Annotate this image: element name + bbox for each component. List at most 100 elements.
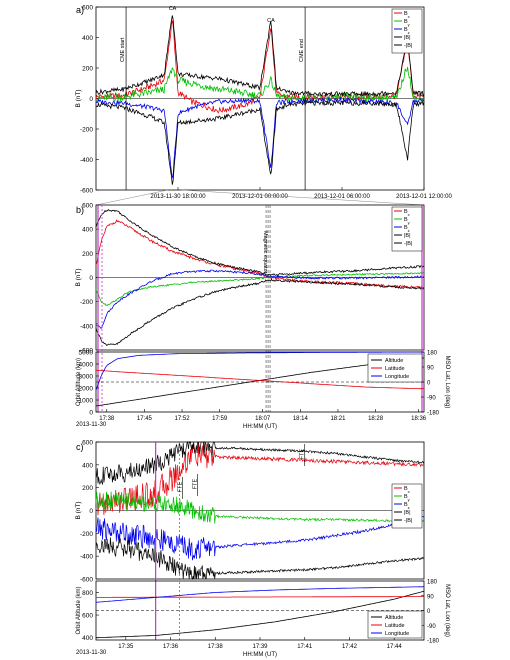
panel-a-legend-sub: y xyxy=(408,22,410,27)
panel-b-legend-entry: -|B| xyxy=(404,241,412,247)
panel-b-xtick-label: 18:36 xyxy=(411,416,427,422)
panel-c-orbit-legend-entry: Latitude xyxy=(385,623,405,629)
panel-a-ylabel: B (nT) xyxy=(75,89,82,107)
panel-c-ytick-label: 200 xyxy=(82,485,93,492)
panel-c-series-Bx xyxy=(95,441,424,516)
panel-b-orbit-legend-entry: Longitude xyxy=(385,374,409,380)
panel-c-orbit-ytick-right-label: -180 xyxy=(427,639,440,645)
panel-b-orbit-ytick-label: 4000 xyxy=(79,362,94,369)
panel-a-legend-sub: x xyxy=(408,14,410,19)
panel-b-orbit-ytick-label: 3000 xyxy=(79,374,94,381)
panel-a-series-abs-Babs- xyxy=(95,15,425,98)
panel-b-ytick-label: 600 xyxy=(82,203,93,210)
panel-b-legend-sub: y xyxy=(408,220,410,225)
panel-a-legend-entry: |B| xyxy=(404,35,411,41)
panel-c-orbit-ytick-right-label: 90 xyxy=(427,594,434,600)
panel-b-legend-entry: Bx xyxy=(404,209,410,217)
panel-b-orbit-ytick-right-label: -180 xyxy=(427,411,440,417)
panel-b-orbit-ytick-label: 1000 xyxy=(79,398,94,405)
panel-b-series-abs-Babs- xyxy=(95,208,425,277)
panel-a-event-label: CME start xyxy=(120,37,126,62)
panel-b-xtick-label: 18:07 xyxy=(255,416,271,422)
panel-c-ytick-label: -400 xyxy=(80,554,93,561)
panel-c-orbit-series-longitude xyxy=(95,586,425,603)
panel-c-legend-entry: -|B| xyxy=(404,518,412,524)
panel-b-xtick-label: 17:59 xyxy=(212,416,228,422)
panel-c-series-Bz xyxy=(95,515,425,561)
panel-b-orbit-ylabel-right: MSO Lat, Lon (deg) xyxy=(444,356,450,409)
panel-c-legend-entry: By xyxy=(404,494,410,502)
panel-b-ytick-label: 0 xyxy=(89,275,93,282)
panel-b-orbit-ytick-right-label: 0 xyxy=(427,381,431,387)
panel-b-label: b) xyxy=(76,205,84,215)
panel-b-legend-entry: |B| xyxy=(404,233,411,239)
panel-b-legend-entry: Bz xyxy=(404,225,410,233)
panel-b-ytick-label: -400 xyxy=(80,323,93,330)
panel-c-date-label: 2013-11-30 xyxy=(76,650,107,656)
panel-c-xtick-label: 17:42 xyxy=(342,644,358,650)
panel-c-xtick-label: 17:41 xyxy=(297,644,313,650)
panel-b-orbit-ytick-label: 5000 xyxy=(79,350,94,357)
panel-a-legend-entry: Bx xyxy=(404,11,410,19)
panel-b-xtick-label: 17:38 xyxy=(99,416,115,422)
panel-c-fte-label: FTE xyxy=(300,448,306,459)
panel-a-ytick-label: 200 xyxy=(82,66,93,73)
panel-c-series--abs-Babs- xyxy=(95,537,425,581)
panel-c-ytick-label: -200 xyxy=(80,531,93,538)
panel-b-ytick-label: 400 xyxy=(82,227,93,234)
panel-a-ytick-label: 600 xyxy=(82,5,93,12)
panel-b-series-By xyxy=(95,272,425,306)
panel-c-orbit-ytick-right-label: -90 xyxy=(427,624,436,630)
panel-c-legend-sub: x xyxy=(408,489,410,494)
panel-c-fte-label: FTE xyxy=(192,478,198,489)
panel-b-ytick-label: -200 xyxy=(80,299,93,306)
panel-c-label: c) xyxy=(76,442,84,452)
panel-a-legend-entry: -|B| xyxy=(404,43,412,49)
panel-b-orbit-ytick-right-label: 90 xyxy=(427,366,434,372)
panel-b-orbit-ytick-label: 0 xyxy=(89,410,93,417)
panel-b-legend xyxy=(391,206,423,252)
panel-b-orbit-legend-entry: Latitude xyxy=(385,366,405,372)
panel-b-ytick-label: -600 xyxy=(80,348,93,355)
panel-c-legend-entry: Bz xyxy=(404,502,410,510)
panel-c-fte-label: FTE xyxy=(177,481,183,492)
panel-b-date-label: 2013-11-30 xyxy=(76,422,107,428)
panel-a-label: a) xyxy=(76,5,84,15)
panel-c-orbit-ylabel-left: Orbit Altitude (km) xyxy=(76,586,82,634)
panel-b-xtick-label: 17:45 xyxy=(137,416,153,422)
panel-c-orbit-series-latitude xyxy=(96,596,424,598)
panel-c-legend-sub: z xyxy=(408,505,410,510)
panel-b-xtick-label: 18:14 xyxy=(293,416,309,422)
panel-c-xtick-label: 17:36 xyxy=(163,644,179,650)
panel-a-ytick-label: 400 xyxy=(82,35,93,42)
panel-c-series-abs-Babs- xyxy=(95,440,425,486)
panel-c-legend xyxy=(391,483,423,529)
panel-a-ytick-label: -200 xyxy=(80,127,93,134)
panel-a-ca-label: CA xyxy=(267,18,275,24)
panel-b-series--abs-Babs- xyxy=(95,278,424,347)
panel-a-ytick-label: -400 xyxy=(80,157,93,164)
panel-b-xtick-label: 18:28 xyxy=(368,416,384,422)
panel-a-xtick-label: 2013-12-01 00:00:00 xyxy=(232,194,288,200)
panel-a-xtick-label: 2013-12-01 06:00:00 xyxy=(314,194,370,200)
panel-c-orbit-ytick-label: 600 xyxy=(82,613,93,620)
panel-c-orbit-ytick-label: 800 xyxy=(82,590,93,597)
panel-c-xtick-label: 17:39 xyxy=(252,644,268,650)
panel-b-orbit-series-latitude xyxy=(95,369,424,390)
panel-c-legend-entry: Bx xyxy=(404,486,410,494)
panel-c-ylabel: B (nT) xyxy=(75,501,82,519)
panel-b-legend-sub: x xyxy=(408,212,410,217)
panel-b-legend-sub: z xyxy=(408,228,410,233)
panel-c-ytick-label: 0 xyxy=(89,508,93,515)
panel-c-ytick-label: 400 xyxy=(82,462,93,469)
panel-c-ytick-label: -600 xyxy=(80,577,93,584)
panel-c-xtick-label: 17:44 xyxy=(387,644,403,650)
panel-a-series--abs-Babs- xyxy=(95,99,425,185)
panel-b-orbit-ytick-right-label: 180 xyxy=(427,351,438,357)
panel-c-orbit-legend-entry: Longitude xyxy=(385,631,409,637)
panel-c-orbit-ytick-label: 400 xyxy=(82,635,93,642)
panel-a-legend-sub: z xyxy=(408,30,410,35)
panel-b-ytick-label: 200 xyxy=(82,251,93,258)
panel-b-xtick-label: 17:52 xyxy=(175,416,191,422)
